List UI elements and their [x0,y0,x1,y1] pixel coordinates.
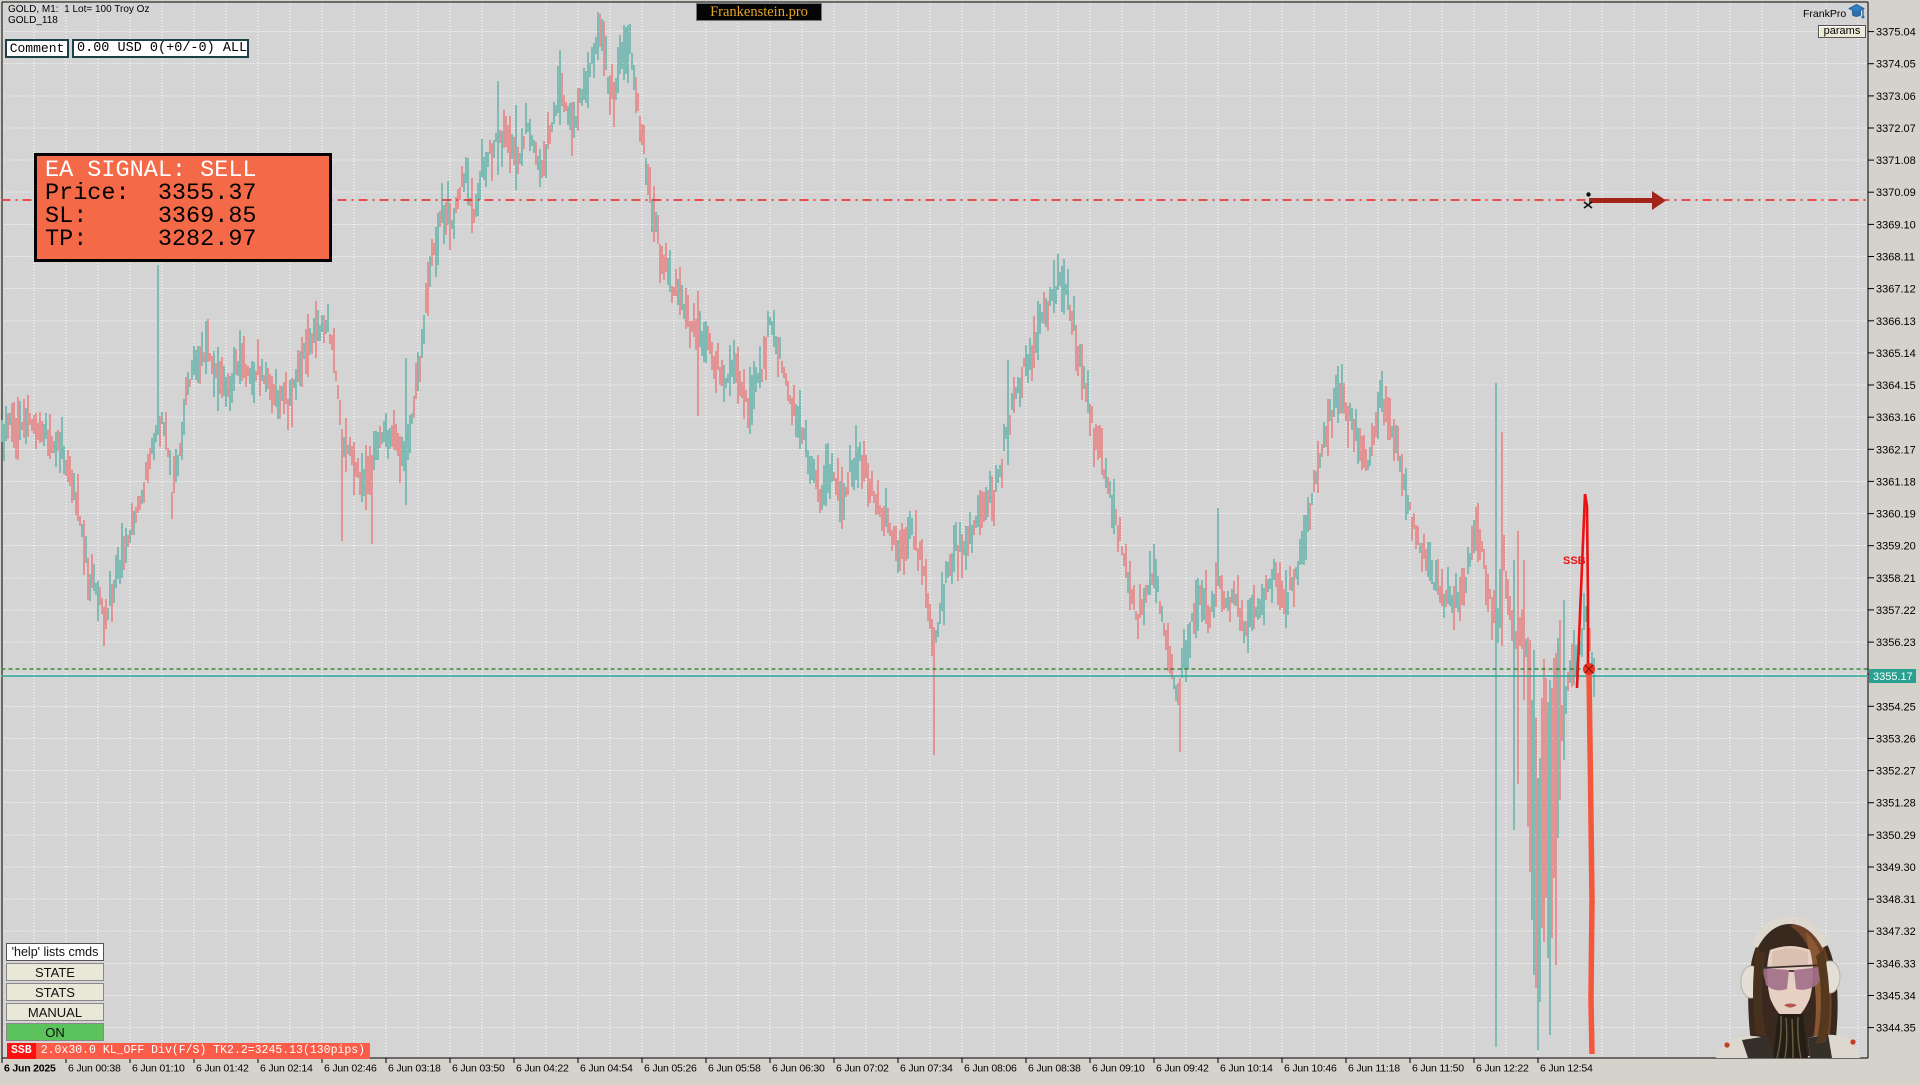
svg-text:6 Jun 11:18: 6 Jun 11:18 [1348,1063,1400,1075]
svg-text:3372.07: 3372.07 [1876,123,1916,135]
svg-text:3368.11: 3368.11 [1876,252,1915,264]
svg-text:6 Jun 02:14: 6 Jun 02:14 [260,1063,313,1075]
svg-text:3357.22: 3357.22 [1876,605,1916,617]
svg-text:3365.14: 3365.14 [1876,348,1916,360]
svg-text:6 Jun 12:22: 6 Jun 12:22 [1476,1063,1529,1075]
svg-text:3346.33: 3346.33 [1876,958,1916,970]
svg-text:3370.09: 3370.09 [1876,187,1916,199]
svg-text:6 Jun 10:46: 6 Jun 10:46 [1284,1063,1337,1075]
svg-text:3367.12: 3367.12 [1876,284,1916,296]
svg-text:3375.04: 3375.04 [1876,27,1916,39]
svg-text:3369.10: 3369.10 [1876,219,1916,231]
svg-text:3356.23: 3356.23 [1876,637,1916,649]
svg-text:6 Jun 07:02: 6 Jun 07:02 [836,1063,889,1075]
svg-text:6 Jun 06:30: 6 Jun 06:30 [772,1063,825,1075]
svg-text:3360.19: 3360.19 [1876,509,1916,521]
svg-text:3354.25: 3354.25 [1876,701,1916,713]
svg-text:6 Jun 05:58: 6 Jun 05:58 [708,1063,761,1075]
svg-text:3355.17: 3355.17 [1873,671,1913,683]
svg-text:3348.31: 3348.31 [1876,894,1916,906]
svg-text:3349.30: 3349.30 [1876,862,1916,874]
svg-text:6 Jun 12:54: 6 Jun 12:54 [1540,1063,1593,1075]
svg-text:3373.06: 3373.06 [1876,91,1916,103]
svg-text:3374.05: 3374.05 [1876,59,1916,71]
svg-text:3352.27: 3352.27 [1876,766,1916,778]
svg-text:3371.08: 3371.08 [1876,155,1916,167]
svg-text:3358.21: 3358.21 [1876,573,1916,585]
svg-text:6 Jun 08:06: 6 Jun 08:06 [964,1063,1017,1075]
svg-text:3344.35: 3344.35 [1876,1023,1916,1035]
svg-text:3347.32: 3347.32 [1876,926,1916,938]
svg-text:6 Jun 03:18: 6 Jun 03:18 [388,1063,441,1075]
svg-text:3353.26: 3353.26 [1876,734,1916,746]
svg-text:6 Jun 01:42: 6 Jun 01:42 [196,1063,249,1075]
svg-text:3363.16: 3363.16 [1876,412,1916,424]
svg-text:6 Jun 05:26: 6 Jun 05:26 [644,1063,697,1075]
svg-text:6 Jun 09:10: 6 Jun 09:10 [1092,1063,1145,1075]
svg-text:3350.29: 3350.29 [1876,830,1916,842]
svg-text:3362.17: 3362.17 [1876,444,1916,456]
svg-text:3361.18: 3361.18 [1876,476,1916,488]
svg-text:SSB: SSB [1563,555,1586,567]
svg-text:6 Jun 08:38: 6 Jun 08:38 [1028,1063,1081,1075]
svg-text:6 Jun 2025: 6 Jun 2025 [4,1063,56,1075]
svg-text:6 Jun 03:50: 6 Jun 03:50 [452,1063,505,1075]
svg-text:3359.20: 3359.20 [1876,541,1916,553]
svg-text:6 Jun 00:38: 6 Jun 00:38 [68,1063,121,1075]
svg-text:6 Jun 01:10: 6 Jun 01:10 [132,1063,185,1075]
svg-text:6 Jun 11:50: 6 Jun 11:50 [1412,1063,1464,1075]
svg-text:6 Jun 07:34: 6 Jun 07:34 [900,1063,953,1075]
svg-text:6 Jun 10:14: 6 Jun 10:14 [1220,1063,1273,1075]
svg-text:3345.34: 3345.34 [1876,991,1916,1003]
svg-text:6 Jun 02:46: 6 Jun 02:46 [324,1063,377,1075]
svg-text:6 Jun 09:42: 6 Jun 09:42 [1156,1063,1209,1075]
svg-text:6 Jun 04:54: 6 Jun 04:54 [580,1063,633,1075]
svg-text:6 Jun 04:22: 6 Jun 04:22 [516,1063,569,1075]
svg-text:3366.13: 3366.13 [1876,316,1916,328]
svg-text:3364.15: 3364.15 [1876,380,1916,392]
svg-text:3351.28: 3351.28 [1876,798,1916,810]
